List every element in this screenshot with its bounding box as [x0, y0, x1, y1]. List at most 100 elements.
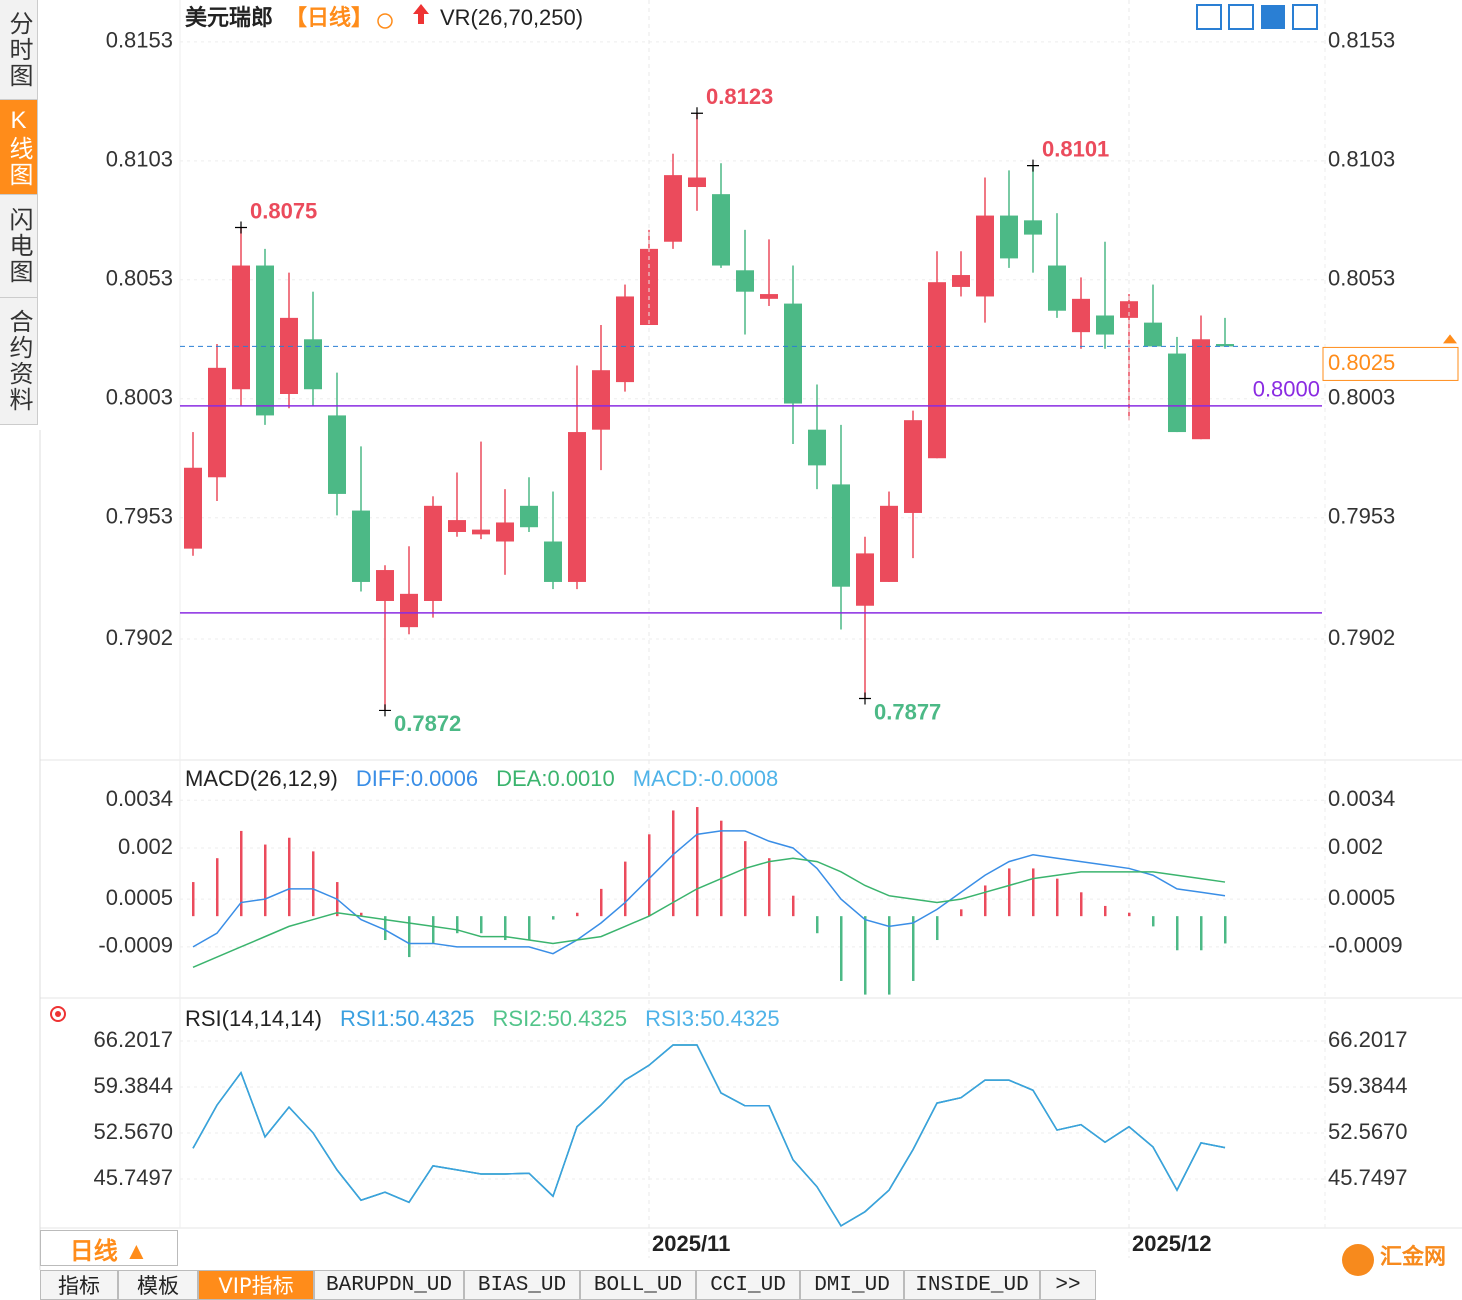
- macd-bar: [312, 851, 315, 917]
- extreme-marker: [691, 107, 703, 120]
- candle-body: [496, 522, 514, 542]
- macd-bar: [624, 861, 627, 917]
- y-tick-label: 0.8153: [106, 28, 173, 53]
- candle-body: [592, 370, 610, 430]
- indicator-line: [192, 1044, 1226, 1227]
- side-tab[interactable]: 合约资料: [0, 298, 38, 425]
- tab[interactable]: BIAS_UD: [464, 1270, 580, 1300]
- legend-entry: DIFF:0.0006: [356, 766, 478, 791]
- extreme-marker: [235, 221, 247, 234]
- macd-bar: [576, 912, 579, 917]
- candle-body: [784, 303, 802, 404]
- macd-bar: [504, 916, 507, 941]
- y-tick-label: 0.7953: [106, 504, 173, 529]
- macd-bar: [408, 916, 411, 958]
- macd-bar: [744, 841, 747, 917]
- candle-body: [1120, 301, 1138, 318]
- macd-bar: [984, 885, 987, 917]
- legend-entry: RSI1:50.4325: [340, 1006, 475, 1031]
- side-tab[interactable]: 分时图: [0, 0, 38, 100]
- macd-bar: [1224, 916, 1227, 944]
- tool-icon[interactable]: [1261, 5, 1285, 29]
- logo-icon: [1342, 1244, 1374, 1276]
- y-tick-label: 0.8003: [106, 385, 173, 410]
- y-tick-label: 0.8153: [1328, 28, 1395, 53]
- last-price-label: 0.8025: [1328, 350, 1395, 375]
- y-tick-label: 0.8003: [1328, 385, 1395, 410]
- add-icon[interactable]: [377, 13, 393, 29]
- macd-bar: [480, 916, 483, 934]
- macd-bar: [288, 837, 291, 917]
- candle-body: [352, 510, 370, 582]
- candle-body: [1096, 315, 1114, 335]
- tab[interactable]: BOLL_UD: [580, 1270, 696, 1300]
- y-tick-label: 0.8053: [106, 266, 173, 291]
- indicator-line: [192, 1044, 1226, 1227]
- candle-body: [472, 529, 490, 535]
- macd-bar: [1128, 912, 1131, 917]
- extreme-label: 0.8075: [250, 198, 317, 223]
- logo: 汇金网: [1380, 1244, 1446, 1269]
- y-tick-label: 0.7902: [1328, 625, 1395, 650]
- settings-icon[interactable]: [50, 1006, 66, 1022]
- x-tick-label: 2025/11: [652, 1231, 730, 1256]
- y-tick-label: 0.002: [1328, 834, 1383, 859]
- candle-body: [1072, 298, 1090, 333]
- candle-body: [688, 177, 706, 188]
- macd-bar: [528, 916, 531, 941]
- legend-entry: MACD(26,12,9): [185, 766, 338, 791]
- tab[interactable]: >>: [1040, 1270, 1096, 1300]
- tab[interactable]: 指标: [40, 1270, 118, 1300]
- legend-entry: RSI(14,14,14): [185, 1006, 322, 1031]
- tab[interactable]: VIP指标: [198, 1270, 314, 1300]
- legend-entry: RSI3:50.4325: [645, 1006, 780, 1031]
- macd-bar: [768, 858, 771, 917]
- macd-bar: [384, 916, 387, 941]
- symbol-title: 美元瑞郎: [185, 5, 273, 30]
- macd-bar: [264, 844, 267, 917]
- indicator-line: [192, 830, 1226, 955]
- y-tick-label: 59.3844: [93, 1073, 173, 1098]
- macd-bar: [192, 882, 195, 917]
- extreme-label: 0.8123: [706, 84, 773, 109]
- extreme-marker: [859, 692, 871, 705]
- extreme-marker: [379, 704, 391, 717]
- candle-body: [184, 467, 202, 549]
- extreme-marker: [1027, 159, 1039, 172]
- macd-bar: [1032, 868, 1035, 917]
- candle-body: [208, 367, 226, 478]
- tab[interactable]: DMI_UD: [800, 1270, 904, 1300]
- candle-body: [1168, 353, 1186, 433]
- legend-entry: RSI2:50.4325: [493, 1006, 628, 1031]
- indicator-line: [192, 857, 1226, 969]
- candle-body: [1048, 265, 1066, 311]
- y-tick-label: 66.2017: [93, 1027, 173, 1052]
- y-tick-label: 0.0034: [106, 786, 173, 811]
- extreme-label: 0.7872: [394, 711, 461, 736]
- y-tick-label: -0.0009: [98, 933, 173, 958]
- period-box[interactable]: 日线 ▲: [40, 1230, 178, 1266]
- tab[interactable]: INSIDE_UD: [904, 1270, 1040, 1300]
- candle-body: [904, 420, 922, 513]
- y-tick-label: 52.5670: [1328, 1119, 1408, 1144]
- macd-bar: [1200, 916, 1203, 951]
- tool-icon[interactable]: [1292, 4, 1318, 30]
- y-tick-label: 59.3844: [1328, 1073, 1408, 1098]
- vr-arrow-icon: [413, 4, 429, 24]
- legend-entry: DEA:0.0010: [496, 766, 615, 791]
- side-tab[interactable]: K线图: [0, 100, 38, 195]
- y-tick-label: -0.0009: [1328, 933, 1403, 958]
- tab[interactable]: BARUPDN_UD: [314, 1270, 464, 1300]
- legend-entry: MACD:-0.0008: [633, 766, 779, 791]
- candle-body: [1216, 344, 1234, 347]
- side-tab[interactable]: 闪电图: [0, 195, 38, 298]
- macd-bar: [960, 909, 963, 917]
- tab[interactable]: CCI_UD: [696, 1270, 800, 1300]
- tool-icon[interactable]: [1196, 4, 1222, 30]
- tab[interactable]: 模板: [118, 1270, 198, 1300]
- tool-icon[interactable]: [1228, 4, 1254, 30]
- tab-bar: 指标 模板 VIP指标 BARUPDN_UD BIAS_UD BOLL_UD CCI_UD D…: [40, 1270, 1096, 1300]
- candle-body: [520, 505, 538, 528]
- macd-bar: [720, 820, 723, 917]
- y-tick-label: 45.7497: [1328, 1165, 1408, 1190]
